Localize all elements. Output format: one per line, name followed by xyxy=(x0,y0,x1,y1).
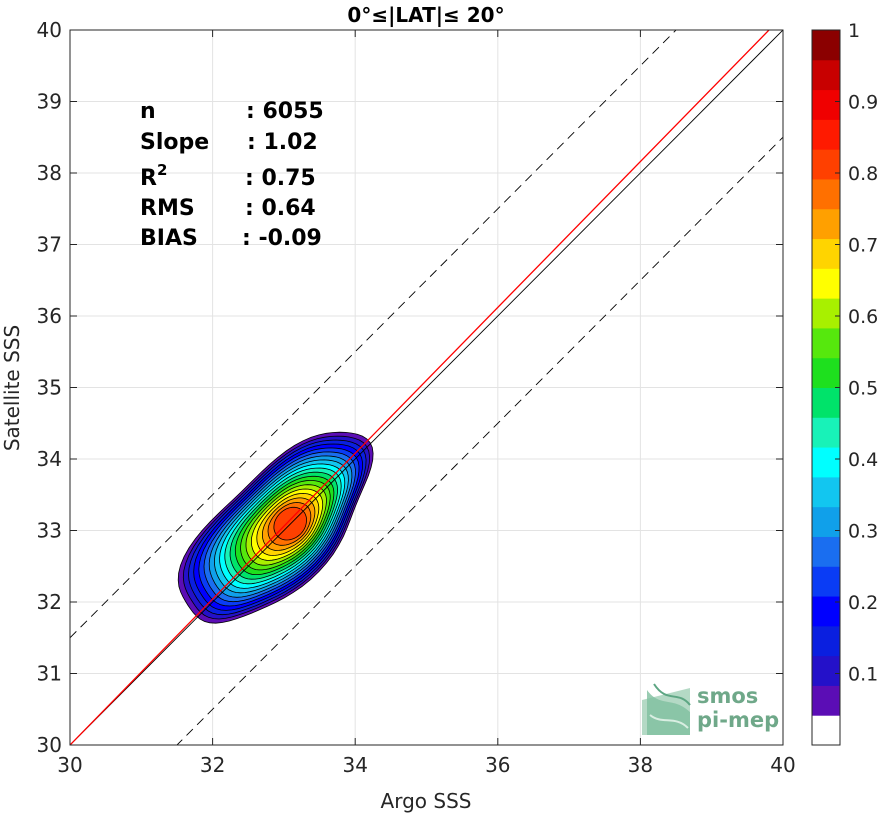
chart-title: 0°≤|LAT|≤ 20° xyxy=(347,3,504,27)
y-tick-label: 40 xyxy=(37,18,62,42)
stat-value-bias: : -0.09 xyxy=(242,226,322,251)
colorbar: 0.1 0.2 0.3 0.4 0.5 0.6 0.7 0.8 0.9 1 xyxy=(811,20,878,746)
y-tick-label: 34 xyxy=(37,447,62,471)
x-axis-label: Argo SSS xyxy=(381,789,472,813)
y-tick-label: 35 xyxy=(37,376,62,400)
colorbar-tick-label: 0.8 xyxy=(848,163,878,185)
logo-waves-icon xyxy=(642,683,691,735)
x-tick-label: 36 xyxy=(485,753,510,777)
colorbar-tick-label: 0.4 xyxy=(848,449,878,471)
y-tick-label: 39 xyxy=(37,90,62,114)
regression-fit-line xyxy=(70,30,770,745)
stat-label-n: n xyxy=(140,99,156,124)
colorbar-swatch xyxy=(812,119,840,150)
colorbar-swatch xyxy=(812,447,840,478)
colorbar-tick-label: 0.7 xyxy=(848,235,878,257)
colorbar-swatch xyxy=(812,566,840,597)
colorbar-tick-label: 0.6 xyxy=(848,306,878,328)
colorbar-swatch xyxy=(812,208,840,240)
y-tick-label: 30 xyxy=(37,733,62,757)
colorbar-swatch xyxy=(812,149,840,180)
colorbar-swatch xyxy=(812,298,840,329)
colorbar-swatch xyxy=(812,417,840,448)
stat-value-rms: : 0.64 xyxy=(245,196,316,221)
stat-label-bias: BIAS xyxy=(140,226,198,251)
lower-bound-line xyxy=(176,136,783,745)
colorbar-swatch xyxy=(812,178,840,210)
colorbar-swatch xyxy=(812,268,840,299)
colorbar-swatch xyxy=(812,685,840,716)
colorbar-tick-label: 0.3 xyxy=(848,521,878,543)
upper-bound-line xyxy=(70,30,677,639)
stat-value-n: : 6055 xyxy=(246,99,324,124)
colorbar-swatch xyxy=(812,30,840,61)
colorbar-swatch xyxy=(812,506,840,537)
y-tick-label: 36 xyxy=(37,304,62,328)
logo-text-smos: smos xyxy=(697,684,758,708)
y-tick-label: 31 xyxy=(37,662,62,686)
colorbar-tick-label: 0.5 xyxy=(848,378,878,400)
colorbar-swatch xyxy=(812,59,840,91)
stat-label-rms: RMS xyxy=(140,196,195,221)
reference-lines xyxy=(70,30,783,745)
stat-superscript: 2 xyxy=(157,161,167,179)
colorbar-tick-label: 0.9 xyxy=(848,92,878,114)
colorbar-swatch xyxy=(812,625,840,657)
colorbar-swatch xyxy=(812,596,840,627)
colorbar-swatch xyxy=(812,89,840,120)
stat-label-slope: Slope xyxy=(140,130,209,155)
logo-text-pi-mep: pi-mep xyxy=(697,708,779,732)
y-axis-label: Satellite SSS xyxy=(0,325,24,451)
plot-area: 30 32 34 36 38 40 30 31 32 33 34 35 36 37 38 39 40 xyxy=(37,18,796,777)
colorbar-tick-label: 1 xyxy=(848,20,860,42)
colorbar-swatch xyxy=(812,357,840,388)
y-tick-label: 38 xyxy=(37,161,62,185)
y-tick-label: 32 xyxy=(37,590,62,614)
colorbar-swatch xyxy=(812,327,840,359)
colorbar-swatch xyxy=(812,238,840,269)
x-tick-label: 30 xyxy=(57,753,82,777)
colorbar-tick-label: 0.2 xyxy=(848,592,878,614)
colorbar-swatch xyxy=(812,536,840,567)
y-tick-label: 37 xyxy=(37,233,62,257)
stat-value-r: : 0.75 xyxy=(245,166,316,191)
colorbar-swatch xyxy=(812,715,840,746)
colorbar-swatch xyxy=(812,476,840,508)
x-tick-label: 34 xyxy=(342,753,367,777)
y-tick-label: 33 xyxy=(37,519,62,543)
one-to-one-line xyxy=(70,30,783,745)
x-tick-label: 38 xyxy=(628,753,653,777)
colorbar-swatch xyxy=(812,655,840,686)
stat-value-slope: : 1.02 xyxy=(247,130,318,155)
colorbar-tick-label: 0.1 xyxy=(848,664,878,686)
x-tick-label: 40 xyxy=(770,753,795,777)
x-tick-label: 32 xyxy=(200,753,225,777)
colorbar-swatch xyxy=(812,387,840,418)
smos-pi-mep-logo: smos pi-mep xyxy=(642,683,779,735)
